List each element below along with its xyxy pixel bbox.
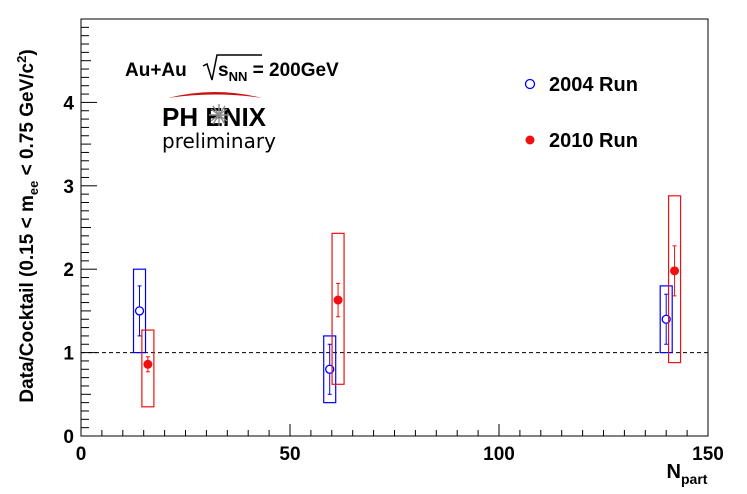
2004-run-sys-box xyxy=(323,335,337,404)
2010-run-point xyxy=(143,359,153,369)
2010-run-sys-box xyxy=(141,329,155,408)
svg-text:Au+Au: Au+Au xyxy=(125,60,187,81)
2004-run-point xyxy=(134,306,145,316)
legend-label-2004-run: 2004 Run xyxy=(549,74,638,96)
legend: 2004 Run 2010 Run xyxy=(524,74,638,152)
2004-run-sys-box xyxy=(659,285,673,354)
y-tick-label: 0 xyxy=(63,427,74,448)
x-tick-label: 100 xyxy=(483,444,515,465)
annotation-sqrt-s-sub: NN xyxy=(229,69,248,84)
2010-run-sys-box xyxy=(331,232,345,385)
axes: 0 50 100 150 0 1 2 3 4 xyxy=(63,18,724,465)
y-axis-title: Data/Cocktail (0.15 < mee < 0.75 GeV/c2) xyxy=(14,49,41,402)
x-axis-title: Npart xyxy=(667,461,708,487)
y-tick-label: 4 xyxy=(63,93,74,114)
logo-text: PH ENIX xyxy=(162,102,267,132)
annotation-sqrt-s: s xyxy=(218,60,229,81)
logo-subtitle: preliminary xyxy=(162,129,276,153)
x-tick-label: 150 xyxy=(692,444,724,465)
svg-text:sNN = 200GeV: sNN = 200GeV xyxy=(218,60,339,84)
2010-run-point xyxy=(333,295,343,305)
legend-label-2010-run: 2010 Run xyxy=(549,130,638,152)
2010-run-point xyxy=(670,266,680,276)
annotation-energy: = 200GeV xyxy=(247,60,339,81)
phenix-logo: PH ENIX preliminary xyxy=(162,92,276,153)
data-marks xyxy=(132,195,682,408)
y-tick-label: 3 xyxy=(63,177,74,198)
sqrt-symbol xyxy=(202,54,262,81)
2010-run-sys-box xyxy=(667,195,682,364)
logo-star xyxy=(209,104,229,126)
2004-run-sys-box xyxy=(132,268,147,354)
y-tick-label: 1 xyxy=(63,344,74,365)
annotation-system: Au+Au xyxy=(125,60,187,81)
y-tick-label: 2 xyxy=(63,260,74,281)
annotation: Au+Au sNN = 200GeV PH ENIX preliminary xyxy=(125,54,339,153)
legend-marker-2004-run xyxy=(524,78,536,90)
legend-marker-2010-run xyxy=(525,135,535,145)
x-tick-label: 0 xyxy=(76,444,87,465)
x-tick-label: 50 xyxy=(279,444,300,465)
